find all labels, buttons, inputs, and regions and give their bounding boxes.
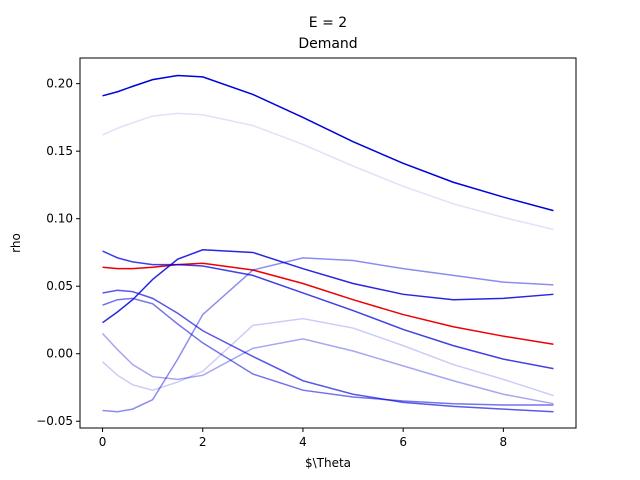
- series-line-7: [102, 289, 554, 413]
- y-tick-label: 0.10: [46, 212, 73, 226]
- x-axis-label: $\Theta: [305, 456, 351, 470]
- y-tick-label: 0.05: [46, 279, 73, 293]
- x-tick-label: 8: [500, 435, 508, 449]
- x-tick-label: 0: [99, 435, 107, 449]
- x-tick-label: 6: [399, 435, 407, 449]
- series-line-10: [102, 317, 554, 397]
- series-line-6: [102, 257, 554, 413]
- y-tick-label: 0.15: [46, 144, 73, 158]
- chart-title: E = 2: [309, 15, 347, 31]
- series-line-4: [102, 250, 554, 370]
- series-line-1: [102, 74, 554, 212]
- series-line-2: [102, 112, 554, 231]
- series-line-3: [102, 262, 554, 346]
- plot-frame: [79, 57, 577, 429]
- series-layer: [101, 74, 554, 413]
- series-line-9: [101, 332, 554, 405]
- x-axis: 0 2 4 6 8: [99, 428, 507, 449]
- series-line-8: [102, 297, 554, 406]
- y-axis-label: rho: [9, 233, 23, 253]
- y-tick-label: −0.05: [36, 414, 73, 428]
- series-line-5: [102, 248, 554, 324]
- y-tick-label: 0.00: [46, 347, 73, 361]
- y-tick-label: 0.20: [46, 77, 73, 91]
- x-tick-label: 4: [299, 435, 307, 449]
- y-axis: −0.05 0.00 0.05 0.10 0.15 0.20: [36, 77, 80, 428]
- x-tick-label: 2: [199, 435, 207, 449]
- chart-subtitle: Demand: [298, 36, 357, 52]
